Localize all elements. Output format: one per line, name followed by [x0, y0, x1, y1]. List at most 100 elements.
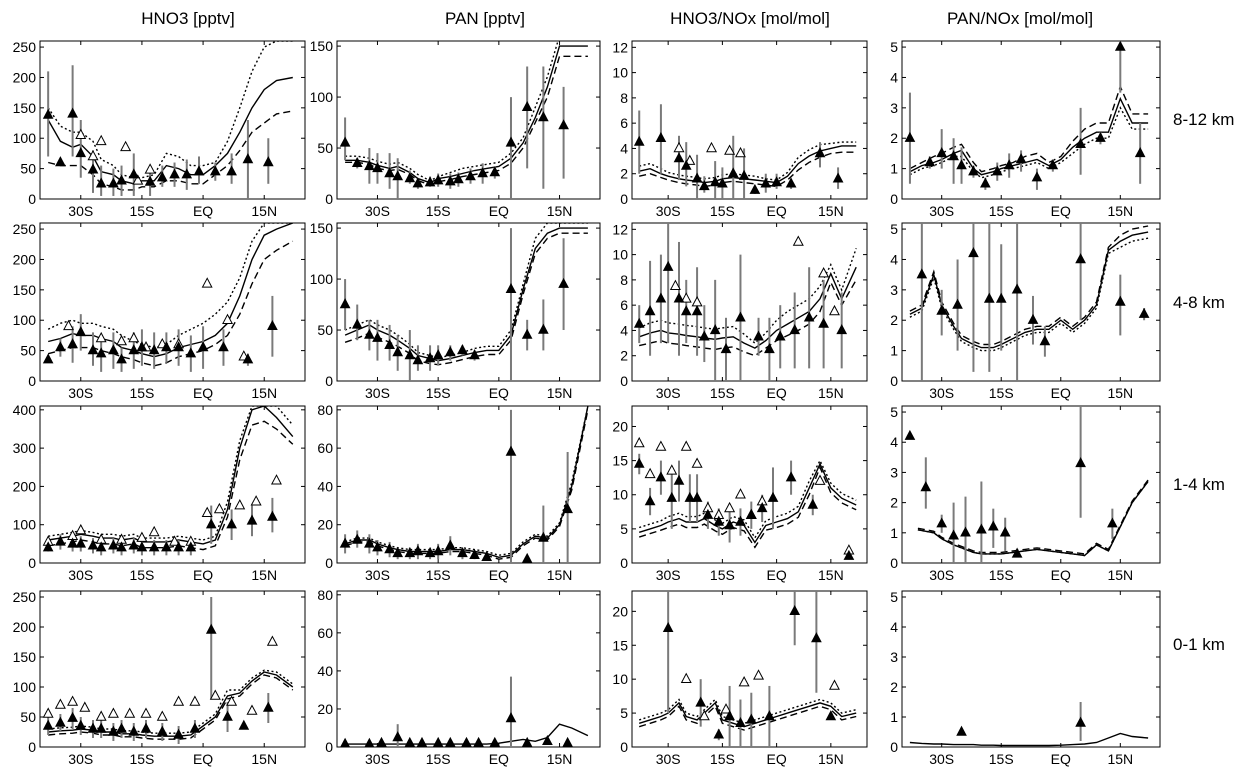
obs-open-marker: [684, 154, 696, 165]
plot-frame: [39, 590, 306, 748]
obs-filled-marker: [267, 319, 278, 331]
y-tick-label: 0: [28, 739, 36, 755]
plot-area: [904, 41, 1149, 190]
x-tick-label: 30S: [68, 751, 93, 767]
x-tick-label: 15S: [710, 751, 735, 767]
obs-open-marker: [226, 695, 238, 706]
plot-area: [909, 223, 1150, 381]
obs-filled-marker: [67, 711, 78, 722]
obs-filled-marker: [1114, 41, 1126, 51]
y-tick-label: 200: [13, 619, 37, 635]
x-tick-label: 15N: [547, 567, 573, 583]
y-tick-label: 0: [28, 555, 36, 571]
obs-filled-marker: [724, 710, 735, 721]
obs-filled-marker: [655, 131, 667, 143]
obs-filled-marker: [376, 736, 387, 747]
obs-filled-marker: [505, 445, 517, 456]
obs-filled-marker: [956, 159, 967, 170]
row-label-8-12km: 8-12 km: [1173, 110, 1234, 129]
x-tick-label: 15S: [426, 567, 451, 583]
obs-filled-marker: [432, 545, 444, 556]
x-tick-label: 15N: [818, 567, 844, 583]
obs-filled-marker: [771, 176, 782, 187]
y-tick-label: 150: [310, 220, 334, 236]
obs-filled-marker: [521, 100, 533, 111]
obs-filled-marker: [735, 515, 746, 526]
y-tick-label: 100: [310, 271, 334, 287]
x-tick-label: 15N: [1107, 567, 1133, 583]
obs-filled-marker: [1095, 131, 1106, 142]
obs-filled-marker: [116, 541, 127, 552]
obs-open-marker: [270, 474, 282, 485]
obs-filled-marker: [738, 169, 750, 180]
obs-filled-marker: [75, 147, 87, 158]
obs-filled-marker: [136, 341, 148, 352]
obs-filled-marker: [416, 736, 428, 747]
obs-filled-marker: [666, 491, 678, 502]
x-tick-label: EQ: [489, 567, 509, 583]
obs-filled-marker: [173, 341, 184, 352]
y-tick-label: 100: [13, 517, 37, 533]
plot-area: [42, 223, 294, 372]
y-tick-label: 100: [13, 679, 37, 695]
y-tick-label: 1: [890, 343, 898, 359]
plot-area: [633, 104, 857, 199]
obs-filled-marker: [789, 324, 801, 335]
obs-filled-marker: [814, 147, 826, 158]
series-line-dashed: [638, 465, 857, 549]
obs-open-marker: [680, 292, 692, 303]
x-tick-label: 15S: [129, 567, 154, 583]
column-title-pan-nox: PAN/NOx [mol/mol]: [947, 9, 1093, 28]
x-tick-label: EQ: [766, 203, 786, 219]
obs-filled-marker: [55, 156, 66, 167]
series-line-dashed: [48, 674, 294, 740]
y-tick-label: 5: [890, 221, 898, 237]
obs-filled-marker: [673, 152, 685, 163]
obs-filled-marker: [457, 344, 468, 355]
obs-filled-marker: [218, 341, 229, 352]
panel-3-0: 0 50 100 150 200 250 30S 15S EQ 15N: [13, 589, 306, 767]
y-tick-label: 0: [890, 739, 898, 755]
plot-area: [638, 591, 857, 747]
y-tick-label: 80: [317, 587, 333, 603]
obs-filled-marker: [128, 725, 140, 736]
obs-filled-marker: [713, 515, 725, 526]
series-line-dashed: [344, 409, 589, 560]
x-tick-label: 15N: [251, 567, 277, 583]
obs-filled-marker: [364, 537, 375, 548]
obs-filled-marker: [351, 156, 363, 168]
panel-3-3: 0 1 2 3 4 5 30S 15S EQ 15N: [890, 589, 1161, 767]
obs-filled-marker: [169, 168, 180, 179]
obs-open-marker: [63, 319, 75, 331]
plot-area: [42, 41, 293, 199]
x-tick-label: 15S: [710, 385, 735, 401]
obs-open-marker: [95, 134, 107, 146]
y-tick-label: 1: [890, 709, 898, 725]
obs-filled-marker: [948, 150, 959, 161]
obs-open-marker: [222, 313, 234, 324]
obs-filled-marker: [983, 292, 995, 303]
obs-filled-marker: [691, 305, 703, 316]
obs-open-marker: [189, 695, 201, 706]
obs-filled-marker: [995, 292, 1007, 303]
row-label-4-8km: 4-8 km: [1173, 293, 1225, 312]
obs-filled-marker: [948, 529, 959, 540]
obs-filled-marker: [372, 331, 383, 342]
series-line-dashed: [909, 225, 1149, 346]
obs-filled-marker: [67, 338, 78, 349]
x-tick-label: 30S: [365, 567, 390, 583]
y-tick-label: 10: [612, 487, 628, 503]
x-tick-label: 15S: [989, 203, 1014, 219]
obs-filled-marker: [339, 298, 351, 309]
x-tick-label: EQ: [1051, 203, 1071, 219]
obs-filled-marker: [924, 156, 936, 167]
obs-open-marker: [724, 501, 736, 513]
series-line-dotted: [638, 459, 857, 540]
obs-filled-marker: [843, 549, 855, 560]
obs-filled-marker: [1027, 313, 1039, 324]
y-tick-label: 200: [13, 69, 37, 85]
panel-3-1: 0 20 40 60 80 30S 15S EQ 15N: [317, 587, 601, 767]
obs-filled-marker: [209, 165, 221, 176]
x-tick-label: 15N: [547, 751, 573, 767]
y-tick-label: 5: [890, 39, 898, 55]
